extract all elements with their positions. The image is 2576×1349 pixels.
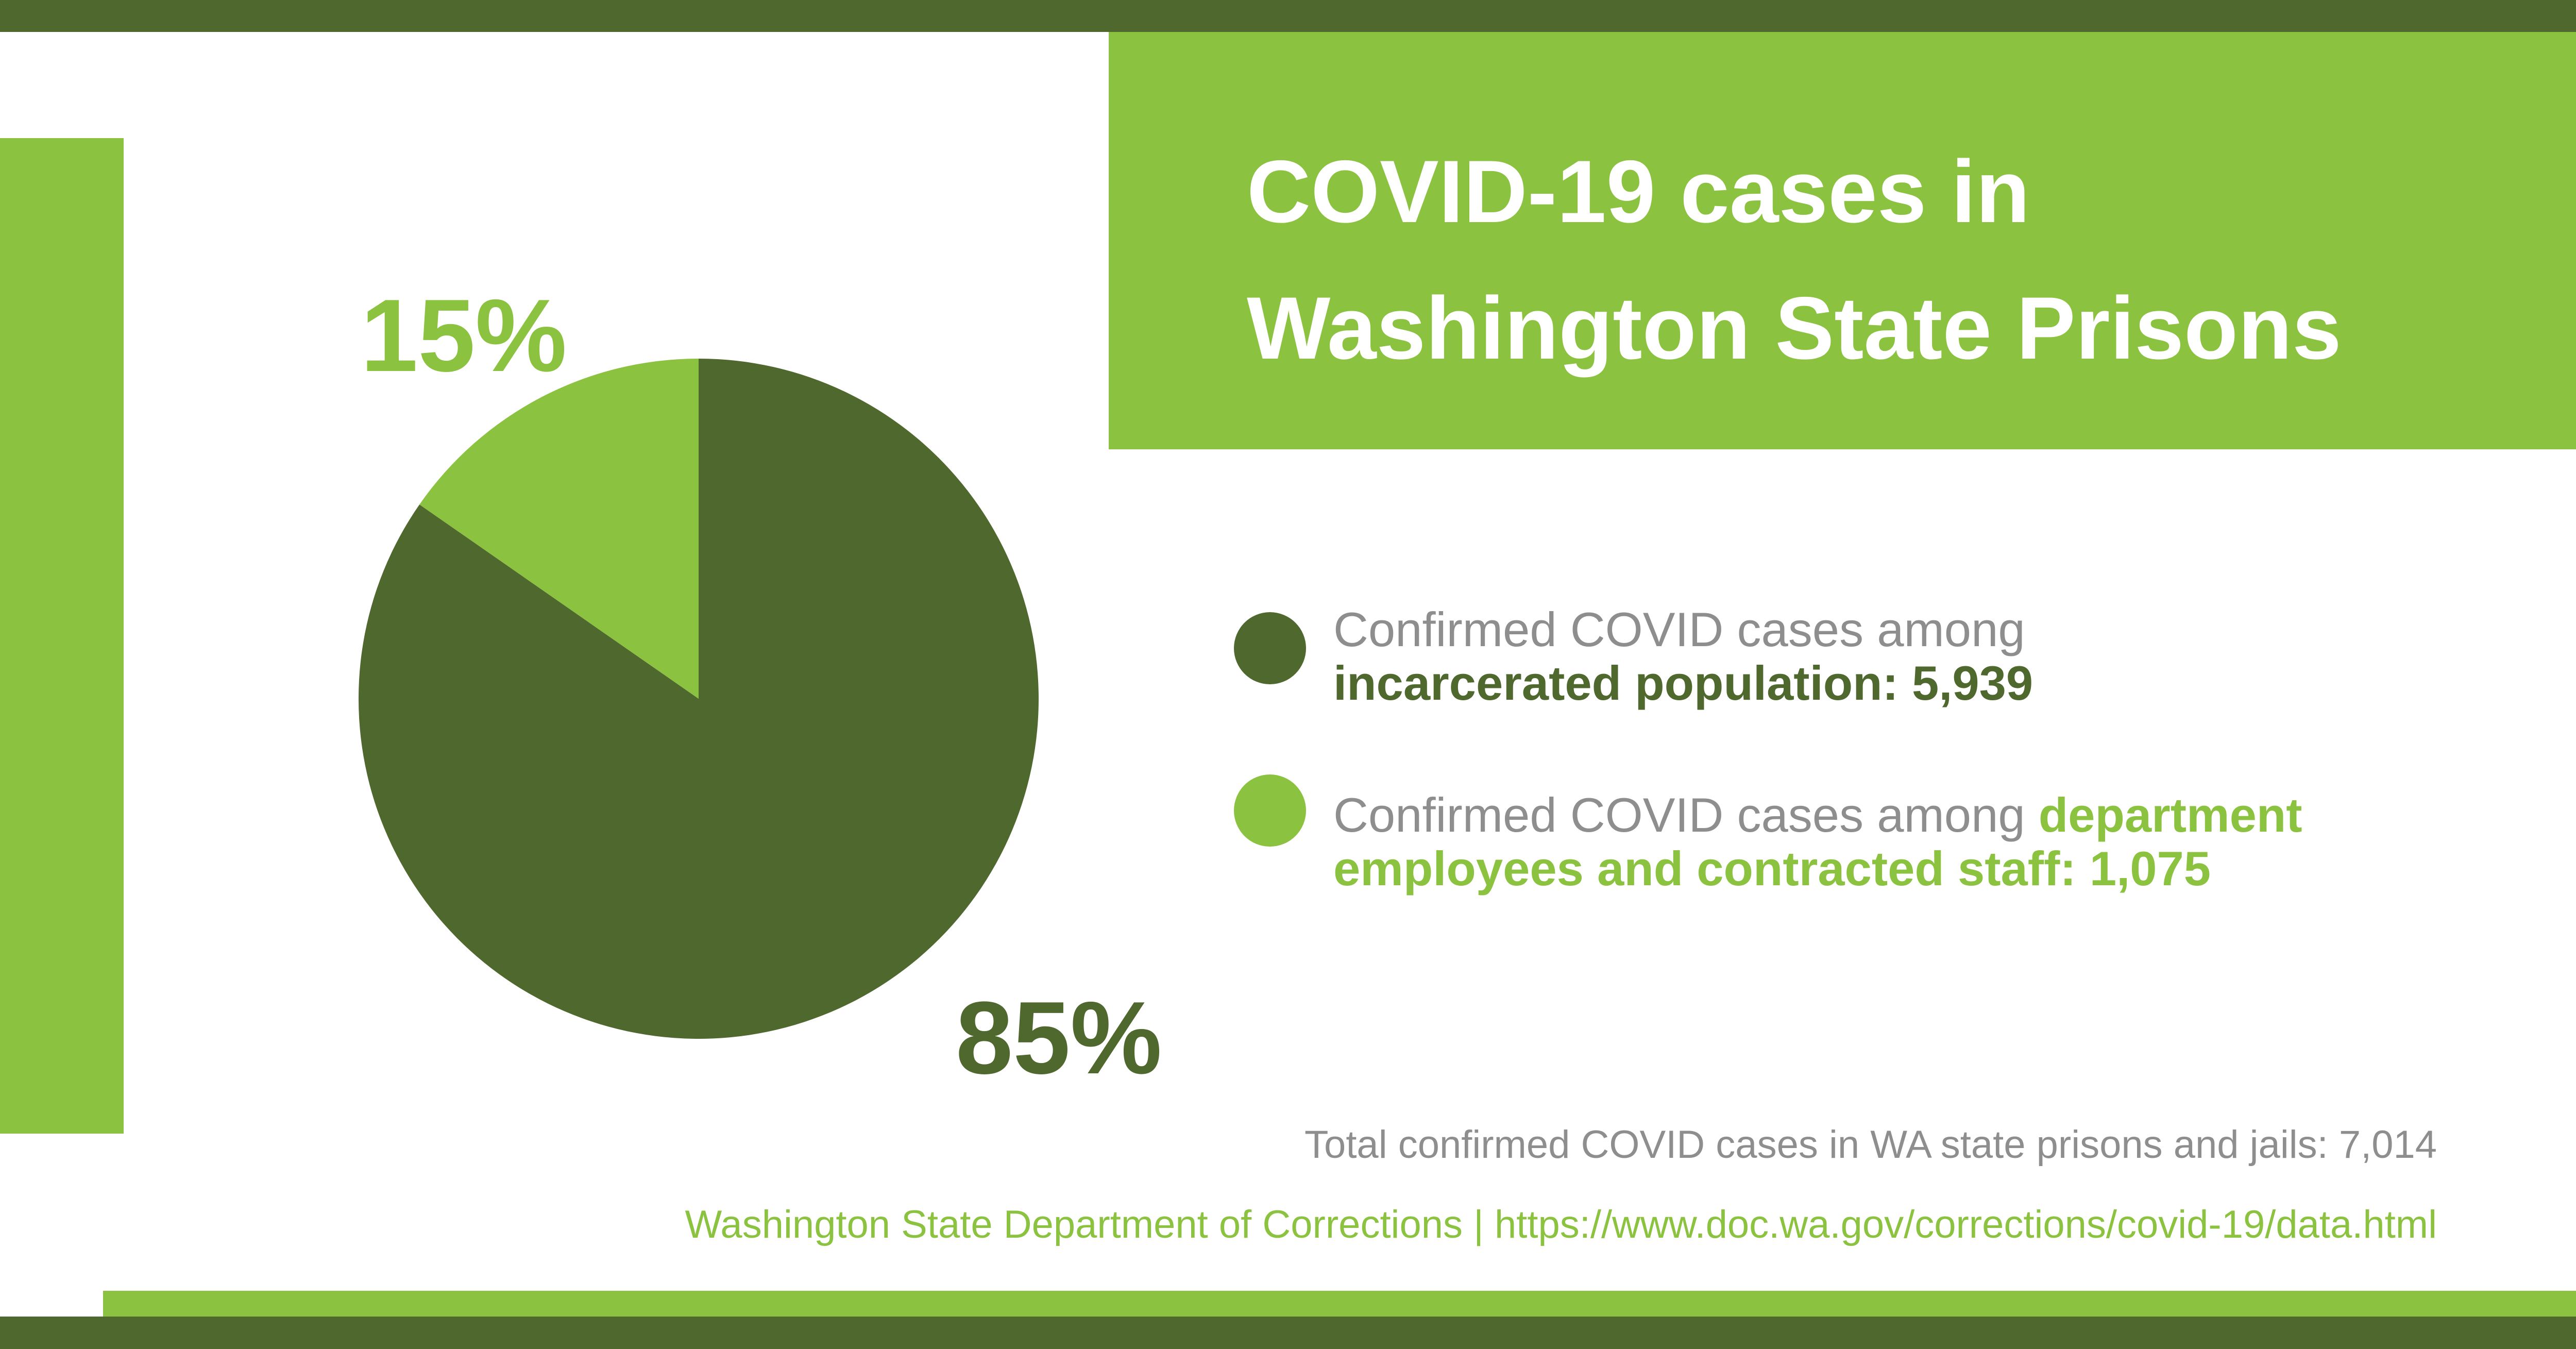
chart-title: COVID-19 cases in Washington State Priso… (1247, 124, 2535, 397)
title-line-2: Washington State Prisons (1247, 279, 2342, 378)
left-accent-bar (0, 138, 124, 1134)
bottom-band-light (103, 1291, 2576, 1317)
legend-staff-label-2: employees and contracted staff: 1,075 (1333, 841, 2211, 896)
legend-swatch-incarcerated (1234, 612, 1306, 684)
legend-staff-prefix: Confirmed COVID cases among (1333, 788, 2025, 842)
legend-incarcerated-prefix: Confirmed COVID cases among (1333, 602, 2025, 656)
source-citation: Washington State Department of Correctio… (685, 1203, 2437, 1246)
title-panel (1109, 32, 2576, 449)
pie-slice-staff (419, 359, 699, 699)
legend-staff-label-1: department (2038, 788, 2302, 842)
bottom-band-dark (0, 1317, 2576, 1349)
title-line-1: COVID-19 cases in (1247, 142, 2030, 241)
total-cases-note: Total confirmed COVID cases in WA state … (1304, 1123, 2437, 1167)
legend-incarcerated-value: incarcerated population: 5,939 (1333, 656, 2033, 710)
legend-entry-incarcerated: Confirmed COVID cases among incarcerated… (1333, 603, 2518, 710)
legend-entry-staff: Confirmed COVID cases among department e… (1333, 788, 2518, 896)
percent-label-incarcerated: 85% (956, 981, 1162, 1095)
legend-swatch-staff (1234, 774, 1306, 847)
top-band (0, 0, 2576, 32)
percent-label-staff: 15% (361, 278, 567, 393)
pie-slice-incarcerated (358, 359, 1039, 1039)
